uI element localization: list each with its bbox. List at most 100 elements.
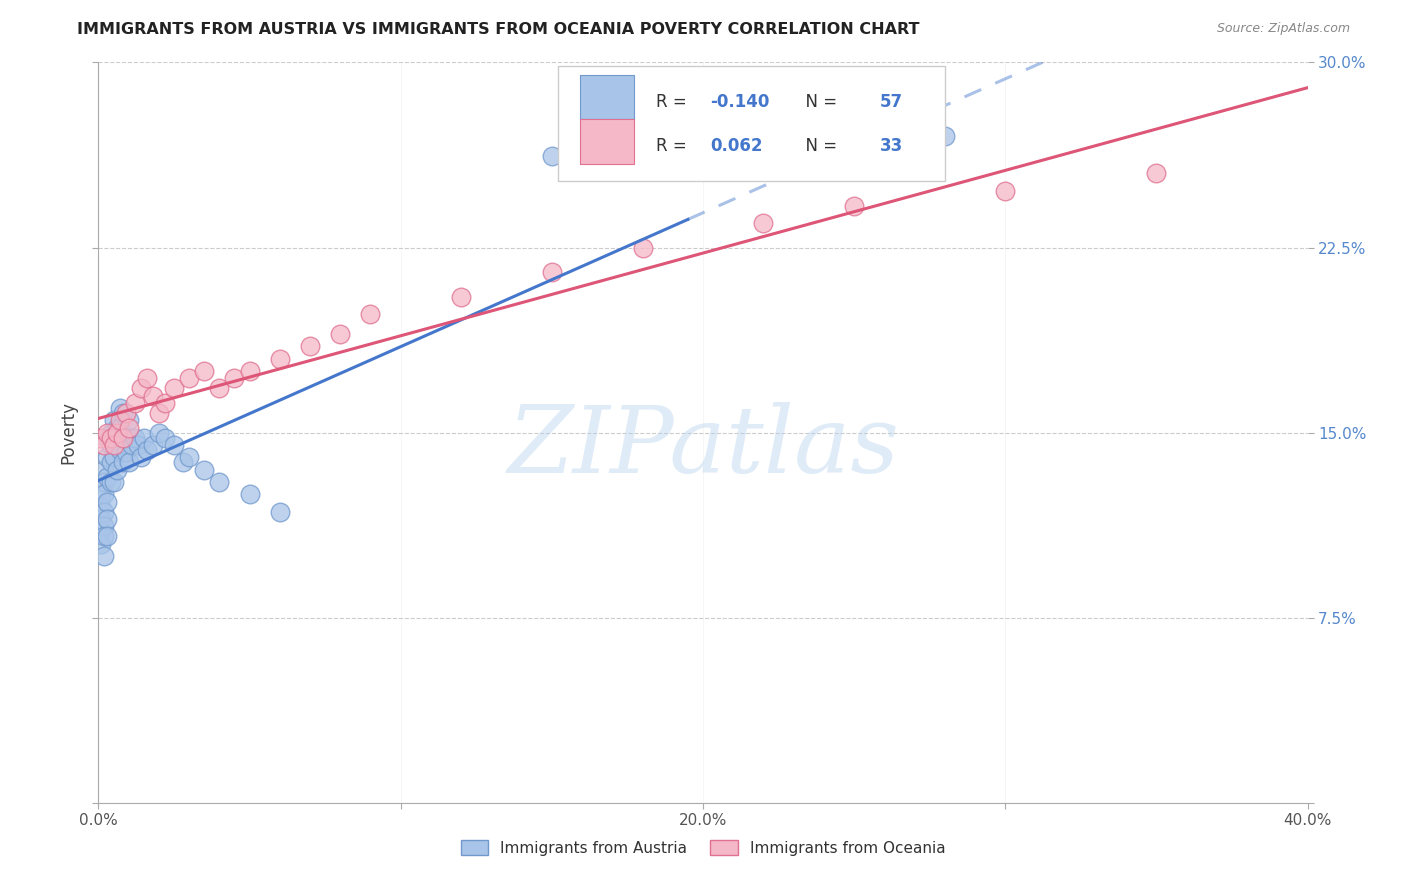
- Point: [752, 216, 775, 230]
- Text: -0.140: -0.140: [710, 93, 769, 111]
- Point: [450, 290, 472, 304]
- Point: [153, 431, 176, 445]
- Point: [108, 420, 131, 434]
- Point: [994, 184, 1017, 198]
- Point: [129, 381, 152, 395]
- Point: [179, 450, 201, 465]
- Text: N =: N =: [794, 93, 842, 111]
- Point: [121, 438, 143, 452]
- Text: ZIPatlas: ZIPatlas: [508, 402, 898, 492]
- Point: [90, 431, 112, 445]
- Point: [105, 420, 128, 434]
- Point: [105, 425, 128, 440]
- Point: [269, 505, 291, 519]
- Point: [90, 487, 112, 501]
- Point: [93, 519, 115, 533]
- Point: [100, 438, 122, 452]
- Text: 57: 57: [880, 93, 903, 111]
- FancyBboxPatch shape: [579, 75, 634, 120]
- Point: [96, 494, 118, 508]
- Point: [93, 462, 115, 476]
- Point: [132, 431, 155, 445]
- Point: [179, 371, 201, 385]
- Point: [111, 455, 134, 469]
- Point: [239, 487, 262, 501]
- Point: [172, 455, 194, 469]
- Text: R =: R =: [655, 137, 697, 155]
- Text: 0.062: 0.062: [710, 137, 762, 155]
- Point: [103, 450, 125, 465]
- Point: [96, 450, 118, 465]
- FancyBboxPatch shape: [579, 120, 634, 164]
- Point: [103, 438, 125, 452]
- Point: [100, 431, 122, 445]
- Point: [148, 406, 170, 420]
- Point: [96, 431, 118, 445]
- Point: [90, 512, 112, 526]
- Point: [118, 431, 141, 445]
- Point: [103, 431, 125, 445]
- Point: [208, 381, 231, 395]
- Point: [540, 149, 562, 163]
- Point: [631, 240, 654, 255]
- Point: [127, 438, 149, 452]
- Point: [208, 475, 231, 489]
- Point: [90, 500, 112, 514]
- Point: [142, 438, 165, 452]
- Point: [105, 438, 128, 452]
- Point: [114, 445, 136, 459]
- Point: [90, 524, 112, 539]
- Point: [193, 462, 215, 476]
- Point: [153, 396, 176, 410]
- Point: [90, 536, 112, 550]
- Point: [93, 475, 115, 489]
- Point: [111, 406, 134, 420]
- Point: [96, 425, 118, 440]
- Point: [844, 198, 866, 212]
- Point: [118, 455, 141, 469]
- Point: [93, 529, 115, 543]
- Y-axis label: Poverty: Poverty: [59, 401, 77, 464]
- Text: 33: 33: [880, 137, 903, 155]
- Point: [103, 413, 125, 427]
- Point: [239, 364, 262, 378]
- Text: N =: N =: [794, 137, 842, 155]
- Point: [93, 549, 115, 563]
- Point: [108, 442, 131, 457]
- Point: [105, 462, 128, 476]
- Point: [129, 450, 152, 465]
- Point: [163, 381, 186, 395]
- Point: [299, 339, 322, 353]
- Point: [118, 413, 141, 427]
- FancyBboxPatch shape: [558, 66, 945, 181]
- Point: [93, 438, 115, 452]
- Point: [934, 129, 956, 144]
- Legend: Immigrants from Austria, Immigrants from Oceania: Immigrants from Austria, Immigrants from…: [454, 834, 952, 862]
- Point: [96, 529, 118, 543]
- Point: [540, 265, 562, 279]
- Point: [135, 371, 157, 385]
- Point: [96, 512, 118, 526]
- Point: [93, 505, 115, 519]
- Point: [142, 388, 165, 402]
- Point: [111, 431, 134, 445]
- Text: IMMIGRANTS FROM AUSTRIA VS IMMIGRANTS FROM OCEANIA POVERTY CORRELATION CHART: IMMIGRANTS FROM AUSTRIA VS IMMIGRANTS FR…: [77, 22, 920, 37]
- Point: [103, 475, 125, 489]
- Point: [124, 431, 146, 445]
- Point: [163, 438, 186, 452]
- Point: [193, 364, 215, 378]
- Point: [108, 413, 131, 427]
- Text: R =: R =: [655, 93, 692, 111]
- Point: [118, 420, 141, 434]
- Point: [269, 351, 291, 366]
- Point: [96, 470, 118, 484]
- Text: Source: ZipAtlas.com: Source: ZipAtlas.com: [1216, 22, 1350, 36]
- Point: [111, 431, 134, 445]
- Point: [360, 307, 382, 321]
- Point: [93, 487, 115, 501]
- Point: [148, 425, 170, 440]
- Point: [108, 401, 131, 415]
- Point: [124, 396, 146, 410]
- Point: [100, 455, 122, 469]
- Point: [114, 406, 136, 420]
